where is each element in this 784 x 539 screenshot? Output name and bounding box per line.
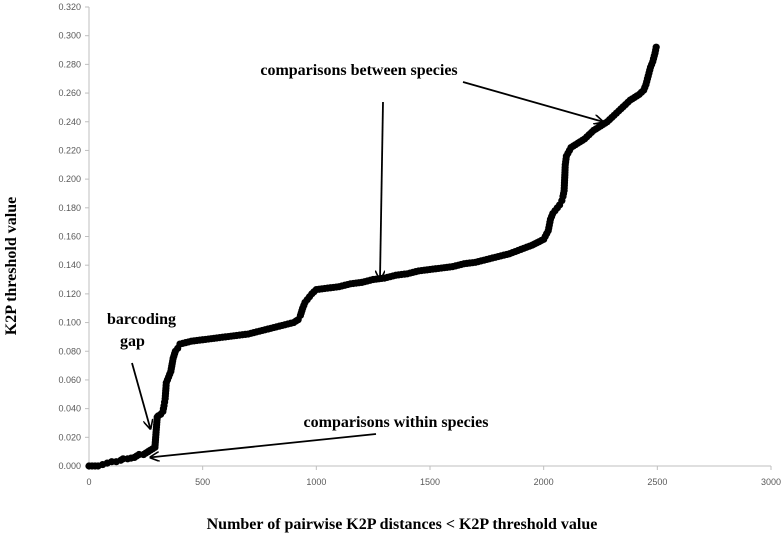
- axes: 0.000 0.020 0.040 0.060 0.080 0.100 0.120 0.140…: [58, 2, 781, 487]
- annotation-arrow: [462, 81, 603, 122]
- y-tick-label: 0.260: [58, 88, 81, 98]
- y-tick-label: 0.120: [58, 289, 81, 299]
- annotation-arrow: [150, 433, 377, 457]
- y-tick-label: 0.320: [58, 2, 81, 12]
- x-tick-label: 1500: [420, 477, 440, 487]
- annotation-label: gap: [120, 333, 145, 350]
- x-tick-label: 0: [86, 477, 91, 487]
- annotation-label: comparisons between species: [260, 62, 457, 79]
- x-tick-label: 500: [195, 477, 210, 487]
- data-point: [652, 43, 660, 51]
- y-tick-label: 0.280: [58, 59, 81, 69]
- x-tick-label: 2500: [647, 477, 667, 487]
- y-tick-label: 0.300: [58, 31, 81, 41]
- y-tick-label: 0.040: [58, 404, 81, 414]
- y-tick-label: 0.140: [58, 260, 81, 270]
- data-points: [85, 43, 660, 470]
- y-tick-label: 0.240: [58, 117, 81, 127]
- x-tick-label: 2000: [534, 477, 554, 487]
- annotations: comparisons between species barcoding gap c…: [107, 62, 603, 457]
- x-axis-title: Number of pairwise K2P distances < K2P t…: [207, 516, 598, 533]
- y-tick-label: 0.200: [58, 174, 81, 184]
- x-tick-label: 1000: [306, 477, 326, 487]
- annotation-label: comparisons within species: [304, 414, 489, 431]
- y-tick-label: 0.160: [58, 232, 81, 242]
- y-tick-label: 0.180: [58, 203, 81, 213]
- y-tick-label: 0.100: [58, 318, 81, 328]
- y-tick-label: 0.000: [58, 461, 81, 471]
- y-axis-title: K2P threshold value: [3, 197, 20, 335]
- annotation-arrow: [131, 362, 150, 429]
- y-tick-label: 0.080: [58, 346, 81, 356]
- annotation-label: barcoding: [107, 311, 176, 328]
- y-tick-label: 0.020: [58, 432, 81, 442]
- x-tick-label: 3000: [761, 477, 781, 487]
- annotation-arrow: [380, 101, 383, 280]
- y-tick-label: 0.220: [58, 145, 81, 155]
- y-tick-label: 0.060: [58, 375, 81, 385]
